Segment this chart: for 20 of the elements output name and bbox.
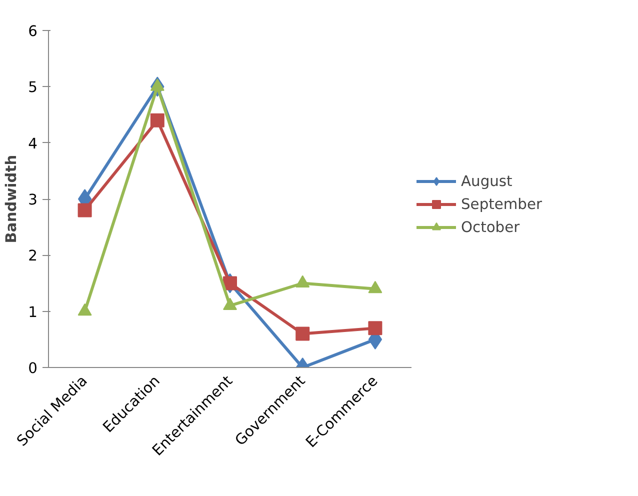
legend-label: August bbox=[461, 172, 512, 190]
legend-label: September bbox=[461, 196, 542, 212]
y-tick-label: 6 bbox=[28, 23, 38, 40]
y-tick-label: 0 bbox=[28, 360, 38, 377]
point bbox=[78, 303, 92, 316]
point bbox=[296, 275, 310, 288]
point bbox=[78, 203, 92, 218]
point bbox=[368, 321, 382, 336]
y-tick-label: 1 bbox=[28, 304, 38, 321]
y-tick-label: 4 bbox=[28, 135, 38, 152]
point bbox=[223, 276, 237, 290]
y-tick-label: 5 bbox=[28, 79, 38, 96]
y-tick-label: 3 bbox=[28, 192, 38, 208]
legend-label: October bbox=[461, 218, 520, 236]
point bbox=[368, 280, 382, 294]
point bbox=[223, 298, 237, 310]
point bbox=[150, 113, 164, 128]
point bbox=[296, 326, 310, 341]
y-axis-title: Bandwidth bbox=[3, 154, 20, 244]
y-tick-label: 2 bbox=[28, 248, 38, 265]
